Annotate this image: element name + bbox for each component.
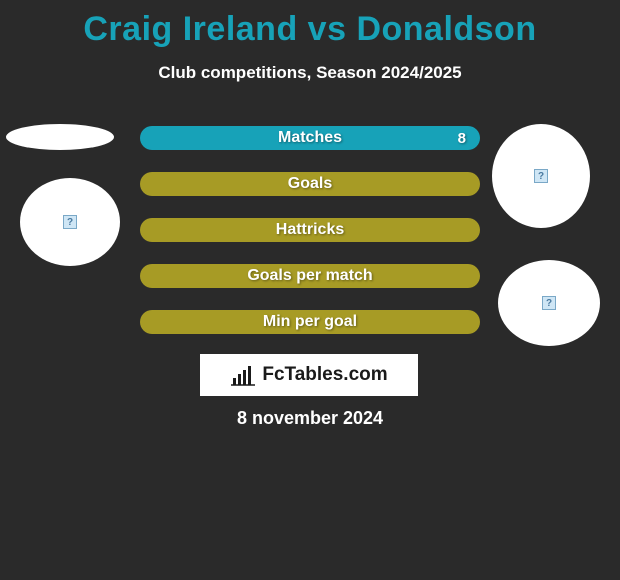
brand-badge: FcTables.com: [200, 354, 418, 396]
comparison-bars: Matches 8 Goals Hattricks Goals per matc…: [140, 126, 480, 356]
title-player2: Donaldson: [356, 10, 536, 48]
bar-hattricks: Hattricks: [140, 218, 480, 242]
bar-min-per-goal: Min per goal: [140, 310, 480, 334]
placeholder-image-icon: ?: [542, 296, 556, 310]
bar-goals-per-match: Goals per match: [140, 264, 480, 288]
bar-goals: Goals: [140, 172, 480, 196]
bar-label: Min per goal: [263, 313, 357, 331]
page-title: Craig Ireland vs Donaldson: [0, 0, 620, 49]
player2-avatar: ?: [492, 124, 590, 228]
placeholder-image-icon: ?: [534, 169, 548, 183]
placeholder-image-icon: ?: [63, 215, 77, 229]
title-vs: vs: [298, 10, 357, 48]
bar-value: 8: [458, 130, 466, 147]
player2-avatar-alt: ?: [498, 260, 600, 346]
bar-matches: Matches 8: [140, 126, 480, 150]
bar-label: Matches: [278, 129, 342, 147]
decorative-ellipse: [6, 124, 114, 150]
subtitle: Club competitions, Season 2024/2025: [0, 63, 620, 83]
bar-label: Goals: [288, 175, 332, 193]
date-label: 8 november 2024: [0, 408, 620, 429]
player1-avatar: ?: [20, 178, 120, 266]
bar-label: Hattricks: [276, 221, 344, 239]
brand-text: FcTables.com: [262, 364, 387, 386]
bar-label: Goals per match: [247, 267, 372, 285]
bars-chart-icon: [230, 364, 256, 386]
title-player1: Craig Ireland: [83, 10, 297, 48]
